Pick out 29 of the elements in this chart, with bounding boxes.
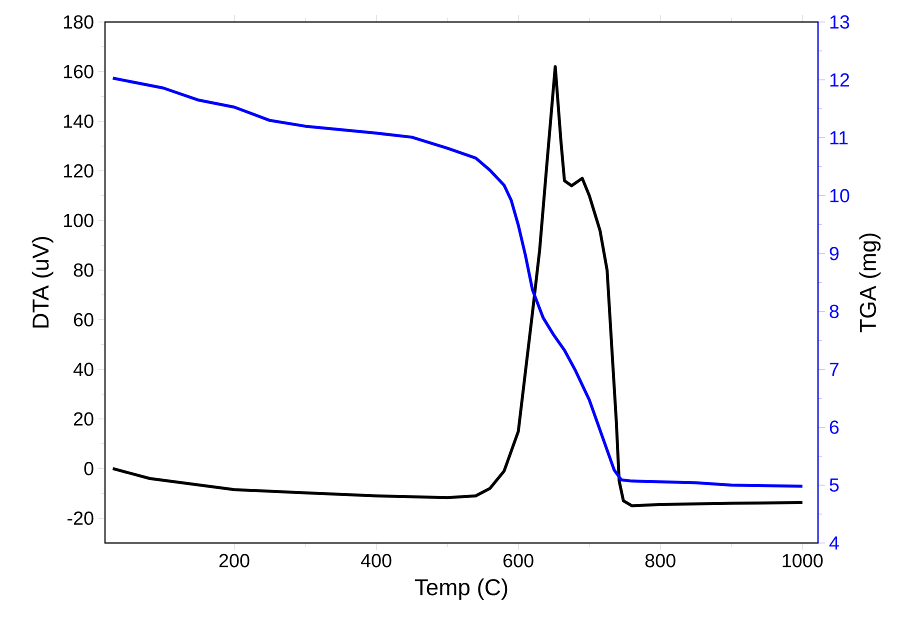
y2-tick-label: 12: [830, 73, 850, 86]
y-tick-label: 160: [64, 64, 94, 78]
y-tick-label: 20: [74, 412, 94, 426]
x-tick-label: 200: [219, 554, 250, 568]
y-tick-label: 120: [64, 164, 94, 178]
x-tick-label: 600: [503, 554, 534, 568]
y2-tick-label: 7: [830, 362, 839, 376]
x-tick-label: 1000: [782, 554, 823, 568]
y-tick-label: 100: [64, 214, 94, 228]
y-tick-label: 140: [64, 114, 94, 128]
y-tick-label: 60: [74, 313, 94, 326]
x-tick-label: 400: [360, 554, 392, 568]
y2-tick-label: 4: [829, 536, 839, 550]
y2-tick-label: 11: [830, 131, 848, 144]
y-tick-label: 80: [74, 263, 94, 277]
y2-tick-label: 6: [830, 420, 839, 434]
y2-tick-label: 9: [830, 246, 839, 260]
y-tick-label: 180: [64, 15, 94, 29]
y2-tick-label: 13: [830, 15, 850, 29]
y2-tick-label: 10: [830, 188, 850, 202]
y2-axis-title: TGA (mg): [859, 234, 881, 332]
y-tick-label: -20: [68, 511, 94, 525]
y-tick-label: 0: [84, 462, 94, 476]
y-axis-title: DTA (uV): [32, 237, 54, 328]
y2-tick-label: 5: [830, 478, 839, 492]
x-axis-title: Temp (C): [414, 578, 508, 600]
y-tick-label: 40: [73, 362, 94, 376]
y2-tick-label: 8: [830, 304, 839, 318]
x-tick-label: 800: [645, 554, 676, 568]
